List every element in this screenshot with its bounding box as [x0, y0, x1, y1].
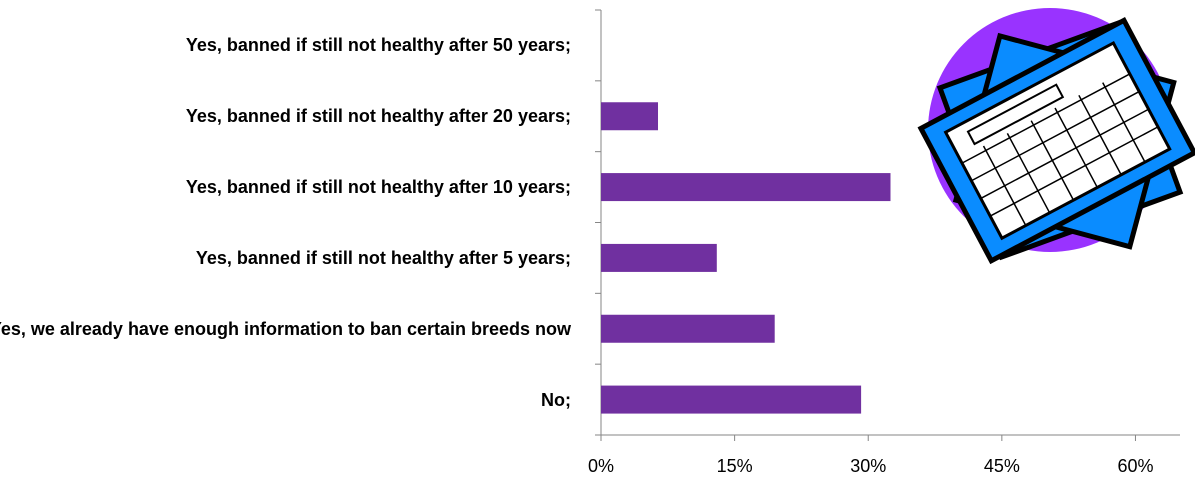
clipart — [917, 8, 1195, 265]
bar — [601, 173, 891, 202]
bar — [601, 385, 862, 414]
y-tick-label: Yes, banned if still not healthy after 5… — [195, 247, 571, 268]
x-tick-label: 15% — [717, 456, 753, 476]
y-tick-label: Yes, banned if still not healthy after 5… — [185, 35, 571, 56]
x-tick-label: 0% — [588, 456, 614, 476]
bar — [601, 314, 775, 343]
x-tick-label: 30% — [850, 456, 886, 476]
x-tick-label: 60% — [1117, 456, 1153, 476]
bar — [601, 243, 717, 272]
y-tick-label: Yes, we already have enough information … — [0, 318, 571, 339]
y-tick-label: Yes, banned if still not healthy after 1… — [185, 177, 571, 198]
y-tick-label: No; — [541, 389, 571, 410]
x-tick-label: 45% — [984, 456, 1020, 476]
bar — [601, 102, 659, 131]
y-tick-label: Yes, banned if still not healthy after 2… — [185, 106, 571, 127]
